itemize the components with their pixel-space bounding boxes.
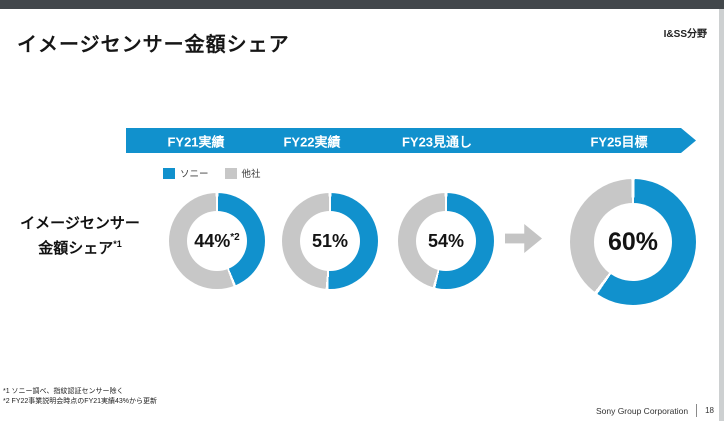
donut-chart-fy23: 54% — [398, 193, 494, 289]
chart-legend: ソニー 他社 — [163, 166, 270, 180]
legend-item-others: 他社 — [224, 166, 261, 180]
row-label-line2: 金額シェア — [38, 240, 114, 257]
row-label: イメージセンサー 金額シェア*1 — [6, 214, 154, 259]
donut-chart-fy22: 51% — [282, 193, 378, 289]
footer-page-number: 18 — [705, 406, 714, 415]
column-header-fy23: FY23見通し — [401, 134, 473, 149]
donut-value-fy22: 51% — [311, 230, 349, 251]
slide-footer: Sony Group Corporation 18 — [596, 404, 714, 417]
footnote-1: *1 ソニー調べ、指紋認証センサー除く — [3, 388, 124, 395]
footnote-2: *2 FY22事業説明会時点のFY21実績43%から更新 — [3, 398, 158, 405]
window-top-bar — [0, 0, 724, 9]
donut-value-fy23: 54% — [427, 230, 465, 251]
donut-chart-fy25: 60% — [570, 179, 696, 305]
fiscal-year-chevron-bar: FY21実績 FY22実績 FY23見通し FY25目標 — [126, 128, 696, 153]
legend-swatch-others — [224, 167, 237, 179]
legend-label-others: 他社 — [241, 169, 261, 180]
donut-value-fy25: 60% — [607, 227, 659, 256]
row-label-footnote-ref: *1 — [113, 239, 122, 249]
donut-hole: 44%*2 — [187, 211, 247, 271]
footnotes: *1 ソニー調べ、指紋認証センサー除く *2 FY22事業説明会時点のFY21実績… — [3, 387, 157, 407]
right-arrow-icon — [505, 224, 542, 253]
footer-company: Sony Group Corporation — [595, 405, 689, 416]
donut-hole: 54% — [416, 211, 476, 271]
legend-item-sony: ソニー — [163, 166, 209, 180]
column-header-fy22: FY22実績 — [283, 134, 341, 149]
footer-divider — [696, 404, 698, 417]
legend-swatch-sony — [163, 167, 175, 179]
column-header-fy21: FY21実績 — [167, 134, 225, 149]
legend-label-sony: ソニー — [180, 169, 209, 180]
segment-tag: I&SS分野 — [663, 29, 707, 40]
row-label-line1: イメージセンサー — [20, 215, 140, 232]
donut-chart-fy21: 44%*2 — [169, 193, 265, 289]
donut-value-fy21: 44%*2 — [194, 230, 240, 251]
window-right-edge — [719, 9, 724, 421]
column-header-fy25: FY25目標 — [590, 134, 648, 149]
page-title: イメージセンサー金額シェア — [17, 34, 290, 56]
donut-hole: 51% — [300, 211, 360, 271]
donut-hole: 60% — [594, 203, 672, 281]
